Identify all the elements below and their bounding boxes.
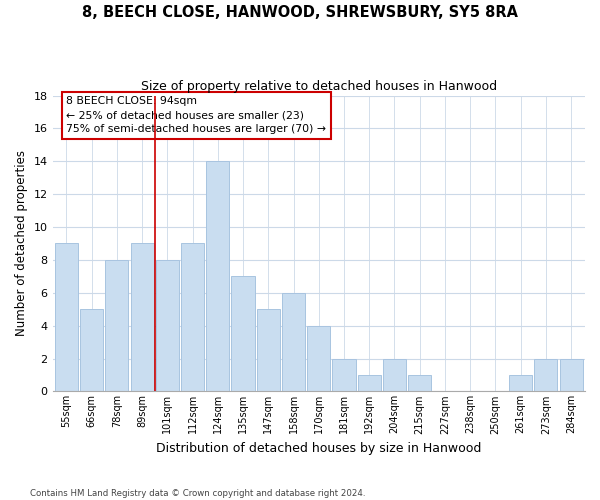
Bar [383,358,406,392]
Bar [55,244,78,392]
Text: 8 BEECH CLOSE: 94sqm
← 25% of detached houses are smaller (23)
75% of semi-detac: 8 BEECH CLOSE: 94sqm ← 25% of detached h… [67,96,326,134]
Bar [560,358,583,392]
Bar [307,326,331,392]
Text: 8, BEECH CLOSE, HANWOOD, SHREWSBURY, SY5 8RA: 8, BEECH CLOSE, HANWOOD, SHREWSBURY, SY5… [82,5,518,20]
Bar [131,244,154,392]
Bar [105,260,128,392]
Bar [534,358,557,392]
Bar [156,260,179,392]
Bar [282,293,305,392]
Title: Size of property relative to detached houses in Hanwood: Size of property relative to detached ho… [141,80,497,93]
Bar [332,358,356,392]
Bar [358,375,381,392]
X-axis label: Distribution of detached houses by size in Hanwood: Distribution of detached houses by size … [156,442,481,455]
Bar [181,244,204,392]
Bar [257,309,280,392]
Bar [206,162,229,392]
Bar [509,375,532,392]
Y-axis label: Number of detached properties: Number of detached properties [15,150,28,336]
Bar [408,375,431,392]
Text: Contains HM Land Registry data © Crown copyright and database right 2024.: Contains HM Land Registry data © Crown c… [30,488,365,498]
Bar [80,309,103,392]
Bar [232,276,254,392]
